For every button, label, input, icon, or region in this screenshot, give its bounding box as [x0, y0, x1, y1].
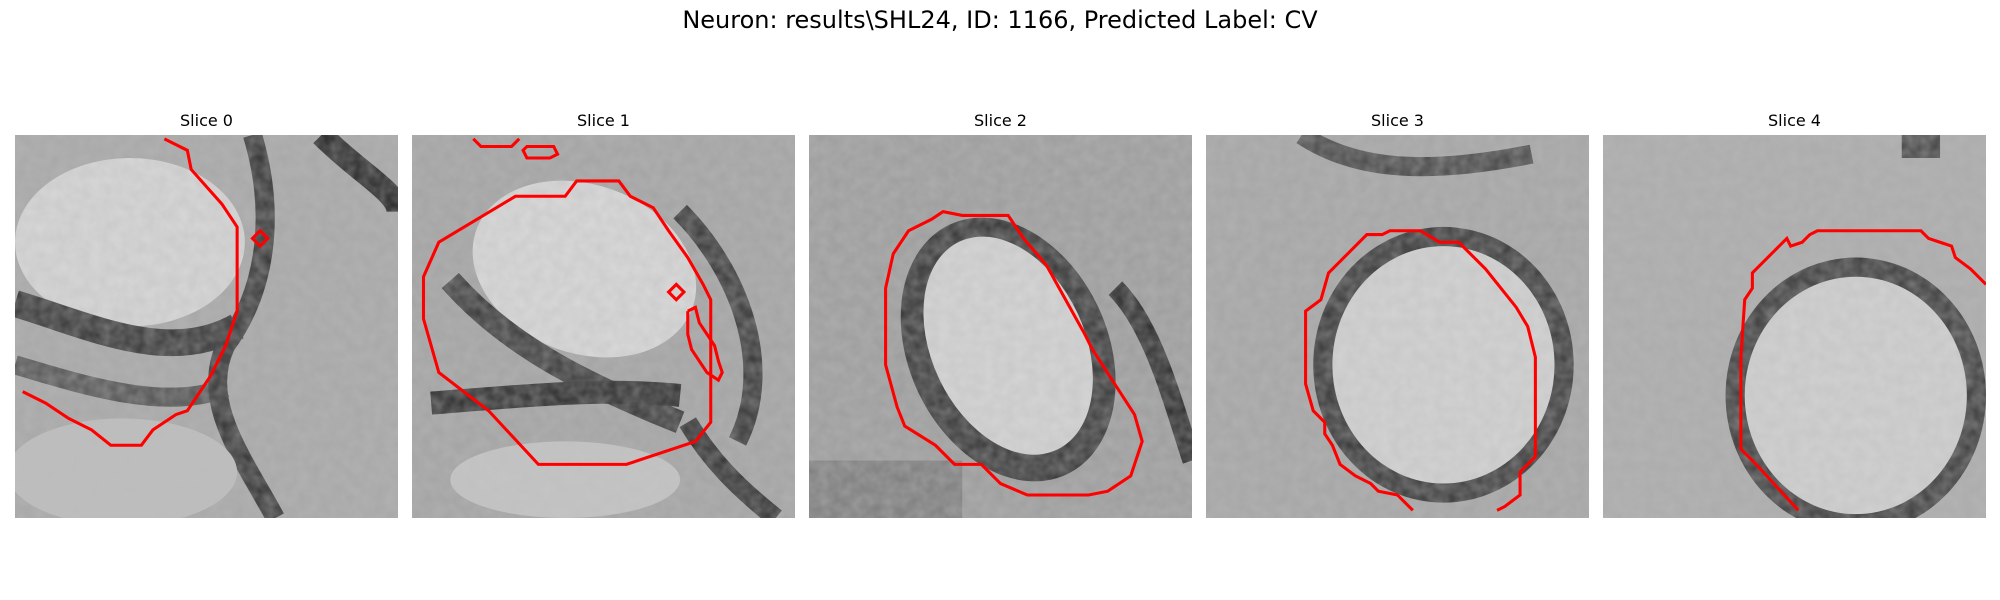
slice-panel-3: Slice 3	[1206, 110, 1589, 518]
contour-line	[521, 144, 560, 160]
slice-panel-2: Slice 2	[809, 110, 1192, 518]
slice-panel-1: Slice 1	[412, 110, 795, 518]
contour-line	[666, 282, 687, 302]
contour-line	[1739, 229, 1986, 512]
slice-title: Slice 3	[1371, 111, 1424, 130]
slice-title: Slice 0	[180, 111, 233, 130]
slice-title: Slice 4	[1768, 111, 1821, 130]
slice-panel-0: Slice 0	[15, 110, 398, 518]
contour-line	[1304, 229, 1537, 512]
slice-image	[412, 135, 795, 518]
slice-image	[809, 135, 1192, 518]
contour-line	[421, 179, 713, 466]
contour-line	[884, 209, 1144, 497]
slice-title: Slice 2	[974, 111, 1027, 130]
figure-title: Neuron: results\SHL24, ID: 1166, Predict…	[682, 6, 1318, 34]
contour-line	[686, 305, 724, 383]
slice-title: Slice 1	[577, 111, 630, 130]
contour-line	[472, 137, 521, 149]
slice-image	[1206, 135, 1589, 518]
slice-image	[1603, 135, 1986, 518]
slice-panel-4: Slice 4	[1603, 110, 1986, 518]
contour-line	[21, 137, 239, 447]
contour-line	[250, 228, 270, 249]
slice-image	[15, 135, 398, 518]
